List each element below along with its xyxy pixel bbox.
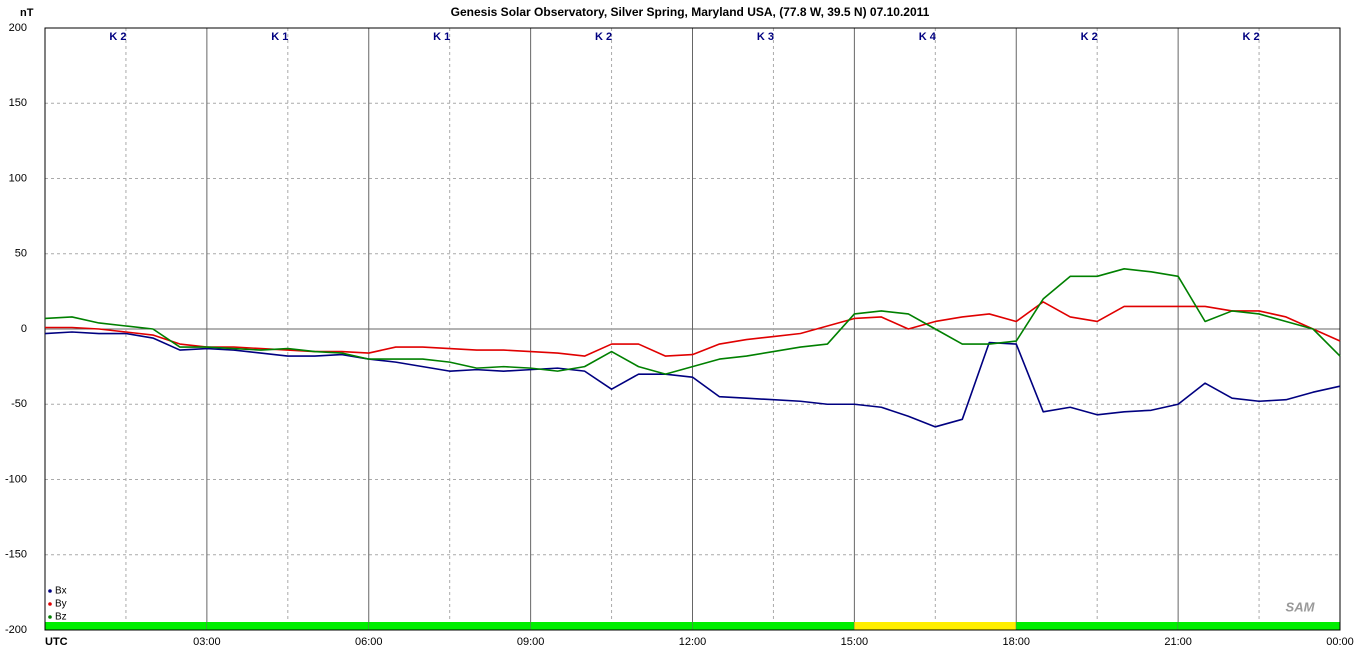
x-tick-label: 15:00	[841, 636, 869, 648]
y-tick-label: 150	[9, 97, 27, 109]
legend-marker	[48, 602, 52, 606]
y-tick-label: 100	[9, 172, 27, 184]
k-index-band	[1016, 622, 1179, 630]
k-index-band	[45, 622, 207, 630]
series-line	[45, 301, 1341, 357]
y-tick-label: -100	[5, 473, 27, 485]
x-tick-label: 06:00	[355, 636, 383, 648]
x-tick-label: 21:00	[1164, 636, 1192, 648]
logo: SAM	[1286, 599, 1316, 614]
k-index-band	[530, 622, 693, 630]
legend-label: Bz	[55, 612, 67, 623]
series-line	[44, 268, 1341, 375]
x-tick-label: 00:00	[1326, 636, 1354, 648]
k-index-band	[368, 622, 531, 630]
k-index-label: K 2	[109, 31, 126, 43]
k-index-label: K 1	[433, 31, 450, 43]
k-index-label: K 1	[271, 31, 288, 43]
k-index-label: K 2	[1243, 31, 1260, 43]
chart-title: Genesis Solar Observatory, Silver Spring…	[451, 5, 930, 19]
y-tick-label: 50	[15, 248, 27, 260]
x-tick-label: 12:00	[679, 636, 707, 648]
y-tick-label: 200	[9, 22, 27, 34]
x-tick-label: 03:00	[193, 636, 221, 648]
legend-marker	[48, 615, 52, 619]
x-tick-label: UTC	[45, 636, 68, 648]
y-tick-label: -150	[5, 549, 27, 561]
k-index-band	[1178, 622, 1340, 630]
series-line	[44, 331, 1341, 428]
k-index-label: K 3	[757, 31, 774, 43]
y-tick-label: -200	[5, 624, 27, 636]
k-index-label: K 2	[595, 31, 612, 43]
y-tick-label: 0	[21, 323, 27, 335]
k-index-label: K 4	[919, 31, 937, 43]
legend-label: By	[55, 599, 67, 610]
x-tick-label: 18:00	[1002, 636, 1030, 648]
k-index-label: K 2	[1081, 31, 1098, 43]
k-index-band	[854, 622, 1017, 630]
y-tick-label: -50	[11, 398, 27, 410]
y-axis-label: nT	[20, 7, 34, 19]
x-tick-label: 09:00	[517, 636, 545, 648]
k-index-band	[692, 622, 855, 630]
k-index-band	[206, 622, 369, 630]
plot-frame	[44, 27, 1341, 631]
legend-label: Bx	[55, 586, 67, 597]
legend-marker	[48, 589, 52, 593]
